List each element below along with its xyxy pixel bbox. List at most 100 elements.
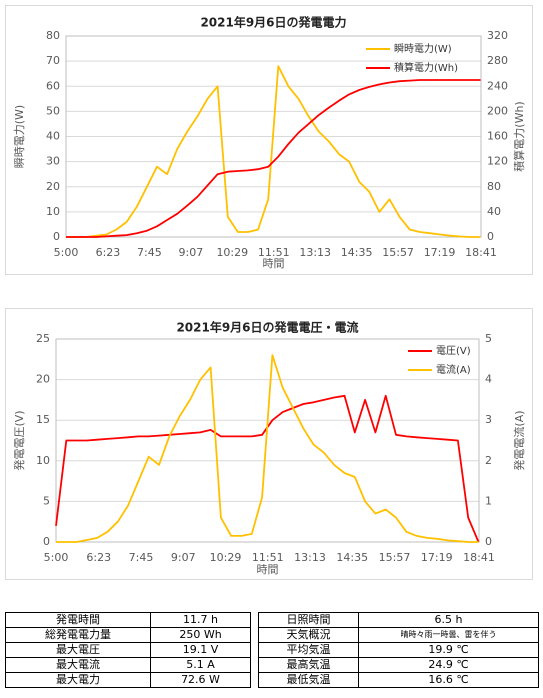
spacer <box>250 672 259 688</box>
series-line <box>66 65 481 238</box>
cell-value: 24.9 ℃ <box>358 657 539 673</box>
cell-label: 最低気温 <box>258 672 359 688</box>
y2-tick-label: 200 <box>487 104 508 117</box>
cell-value: 72.6 W <box>150 672 251 688</box>
cell-value: 5.1 A <box>150 657 251 673</box>
cell-label: 最大電圧 <box>5 642 151 658</box>
x-tick-label: 15:57 <box>382 246 414 259</box>
x-tick-label: 6:23 <box>96 246 121 259</box>
y2-tick-label: 160 <box>487 130 508 143</box>
cell-value: 16.6 ℃ <box>358 672 539 688</box>
spacer <box>250 642 259 658</box>
y-tick-label: 0 <box>53 230 60 243</box>
y2-tick-label: 2 <box>485 454 492 467</box>
y2-tick-label: 0 <box>487 230 494 243</box>
table-row: 総発電電力量 250 Wh 天気概況 晴時々雨一時曇、雷を伴う <box>5 627 539 643</box>
y-tick-label: 0 <box>43 535 50 548</box>
x-tick-label: 13:13 <box>294 551 326 564</box>
cell-value: 19.1 V <box>150 642 251 658</box>
y2-tick-label: 320 <box>487 29 508 42</box>
x-tick-label: 10:29 <box>216 246 248 259</box>
plot-border <box>55 338 480 543</box>
table-row: 発電時間 11.7 h 日照時間 6.5 h <box>5 612 539 628</box>
y-tick-label: 50 <box>46 104 60 117</box>
x-tick-label: 17:19 <box>421 551 453 564</box>
cell-label: 最大電力 <box>5 672 151 688</box>
legend-label: 積算電力(Wh) <box>394 61 458 74</box>
x-tick-label: 9:07 <box>179 246 204 259</box>
y-tick-label: 30 <box>46 155 60 168</box>
series-line <box>56 354 479 543</box>
summary-table: 発電時間 11.7 h 日照時間 6.5 h 総発電電力量 250 Wh 天気概況 晴時々雨一… <box>5 612 539 688</box>
y2-axis-label: 発電電流(A) <box>512 410 526 470</box>
spacer <box>250 657 259 673</box>
power-chart: 2021年9月6日の発電電力 0 10 20 30 40 50 60 70 80 0 40 80 120 1… <box>5 5 533 275</box>
x-tick-label: 5:00 <box>54 246 79 259</box>
x-tick-label: 6:23 <box>86 551 111 564</box>
x-axis-label: 時間 <box>263 257 285 270</box>
y2-tick-label: 40 <box>487 205 501 218</box>
y2-tick-label: 0 <box>485 535 492 548</box>
legend-label: 電流(A) <box>436 363 471 376</box>
cell-label: 平均気温 <box>258 642 359 658</box>
y-tick-label: 5 <box>43 494 50 507</box>
x-tick-label: 10:29 <box>210 551 242 564</box>
y2-axis-label: 積算電力(Wh) <box>512 101 526 171</box>
spacer <box>250 612 259 628</box>
y2-tick-label: 4 <box>485 373 492 386</box>
legend-label: 電圧(V) <box>436 345 471 357</box>
x-tick-label: 5:00 <box>44 551 69 564</box>
x-tick-label: 18:41 <box>465 246 497 259</box>
x-tick-label: 14:35 <box>336 551 368 564</box>
cell-value: 19.9 ℃ <box>358 642 539 658</box>
x-tick-label: 15:57 <box>379 551 411 564</box>
y2-tick-label: 80 <box>487 180 501 193</box>
cell-value: 250 Wh <box>150 627 251 643</box>
y2-tick-label: 120 <box>487 155 508 168</box>
x-tick-label: 11:51 <box>258 246 290 259</box>
y-tick-label: 10 <box>36 454 50 467</box>
x-tick-label: 17:19 <box>424 246 456 259</box>
cell-value: 11.7 h <box>150 612 251 628</box>
chart-title: 2021年9月6日の発電電力 <box>200 15 346 30</box>
table-row: 最大電圧 19.1 V 平均気温 19.9 ℃ <box>5 642 539 658</box>
table-row: 最大電流 5.1 A 最高気温 24.9 ℃ <box>5 657 539 673</box>
y-tick-label: 20 <box>46 180 60 193</box>
y2-tick-label: 240 <box>487 79 508 92</box>
x-tick-label: 13:13 <box>299 246 331 259</box>
y2-tick-label: 3 <box>485 413 492 426</box>
legend-label: 瞬時電力(W) <box>394 42 452 55</box>
y-tick-label: 10 <box>46 205 60 218</box>
table-row: 最大電力 72.6 W 最低気温 16.6 ℃ <box>5 672 539 688</box>
y-tick-label: 40 <box>46 130 60 143</box>
x-tick-label: 11:51 <box>252 551 284 564</box>
cell-label: 最高気温 <box>258 657 359 673</box>
spacer <box>250 627 259 643</box>
y-tick-label: 20 <box>36 373 50 386</box>
y-axis-label: 瞬時電力(W) <box>13 105 26 168</box>
cell-value: 晴時々雨一時曇、雷を伴う <box>358 627 539 643</box>
y-tick-label: 15 <box>36 413 50 426</box>
x-tick-label: 9:07 <box>171 551 196 564</box>
cell-value: 6.5 h <box>358 612 539 628</box>
chart-title: 2021年9月6日の発電電圧・電流 <box>176 320 358 335</box>
y-tick-label: 80 <box>46 29 60 42</box>
cell-label: 天気概況 <box>258 627 359 643</box>
cell-label: 最大電流 <box>5 657 151 673</box>
voltage-current-chart: 2021年9月6日の発電電圧・電流 0 5 10 15 20 25 0 1 2 3 4 5 5:00 6:2… <box>5 308 533 580</box>
plot-border <box>65 35 482 238</box>
x-tick-label: 18:41 <box>463 551 495 564</box>
x-tick-label: 7:45 <box>129 551 154 564</box>
y-tick-label: 60 <box>46 79 60 92</box>
y2-tick-label: 5 <box>485 332 492 345</box>
cell-label: 日照時間 <box>258 612 359 628</box>
series-line <box>66 79 481 238</box>
cell-label: 発電時間 <box>5 612 151 628</box>
x-tick-label: 14:35 <box>341 246 373 259</box>
x-tick-label: 7:45 <box>137 246 162 259</box>
y2-tick-label: 1 <box>485 494 492 507</box>
y-tick-label: 70 <box>46 54 60 67</box>
y-axis-label: 発電電圧(V) <box>12 410 26 470</box>
y-tick-label: 25 <box>36 332 50 345</box>
